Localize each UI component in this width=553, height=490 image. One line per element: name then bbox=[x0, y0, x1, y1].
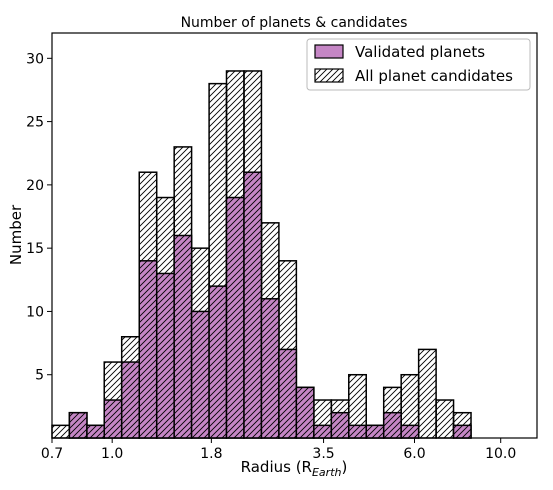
y-tick-label: 10 bbox=[26, 304, 44, 320]
x-tick-label: 1.0 bbox=[101, 446, 123, 462]
legend: Validated planets All planet candidates bbox=[306, 38, 531, 91]
x-tick-label: 3.5 bbox=[312, 446, 334, 462]
legend-label-candidates: All planet candidates bbox=[355, 67, 513, 85]
validated-bar bbox=[86, 424, 105, 439]
validated-bar bbox=[138, 260, 158, 439]
validated-bar bbox=[120, 361, 140, 439]
y-axis-ticks: 5 10 15 20 25 30 bbox=[26, 51, 52, 384]
candidate-bar bbox=[51, 424, 71, 439]
candidate-bar bbox=[417, 348, 437, 439]
validated-bar bbox=[330, 411, 350, 439]
x-tick-label: 1.8 bbox=[200, 446, 222, 462]
validated-bar bbox=[348, 424, 367, 439]
validated-bar bbox=[225, 196, 245, 439]
x-tick-label: 10.0 bbox=[485, 446, 516, 462]
legend-box bbox=[306, 38, 531, 91]
validated-bar bbox=[260, 298, 280, 439]
validated-bar bbox=[278, 348, 298, 439]
validated-bar bbox=[400, 424, 420, 439]
legend-swatch-candidates bbox=[314, 68, 344, 83]
validated-bar bbox=[243, 171, 263, 439]
validated-bar bbox=[295, 386, 315, 439]
x-axis-label: Radius (REarth) bbox=[241, 458, 348, 479]
validated-bar bbox=[208, 285, 228, 439]
validated-bar bbox=[452, 424, 472, 439]
candidate-bar bbox=[435, 399, 455, 439]
validated-bar bbox=[313, 424, 333, 439]
y-axis-label: Number bbox=[7, 204, 25, 265]
validated-bar bbox=[155, 272, 175, 439]
legend-swatch-validated bbox=[314, 44, 344, 59]
x-axis-ticks: 0.7 1.0 1.8 3.5 6.0 10.0 bbox=[41, 438, 516, 462]
chart-title: Number of planets & candidates bbox=[181, 15, 408, 31]
validated-bar bbox=[365, 424, 385, 439]
legend-label-validated: Validated planets bbox=[355, 43, 485, 61]
plot-frame bbox=[51, 32, 538, 439]
y-tick-label: 25 bbox=[26, 115, 44, 131]
y-tick-label: 15 bbox=[26, 241, 44, 257]
x-tick-label: 0.7 bbox=[41, 446, 63, 462]
validated-bar bbox=[68, 411, 88, 439]
y-tick-label: 30 bbox=[26, 51, 44, 67]
y-tick-label: 5 bbox=[35, 368, 44, 384]
x-tick-label: 6.0 bbox=[403, 446, 425, 462]
validated-bar bbox=[173, 234, 193, 439]
x-axis-label-main: Radius (R bbox=[241, 458, 312, 476]
x-axis-label-close: ) bbox=[341, 458, 347, 476]
y-tick-label: 20 bbox=[26, 178, 44, 194]
validated-bar bbox=[190, 310, 210, 439]
x-axis-label-subscript: Earth bbox=[312, 466, 342, 479]
validated-bar bbox=[103, 399, 123, 439]
validated-bar bbox=[382, 411, 402, 439]
